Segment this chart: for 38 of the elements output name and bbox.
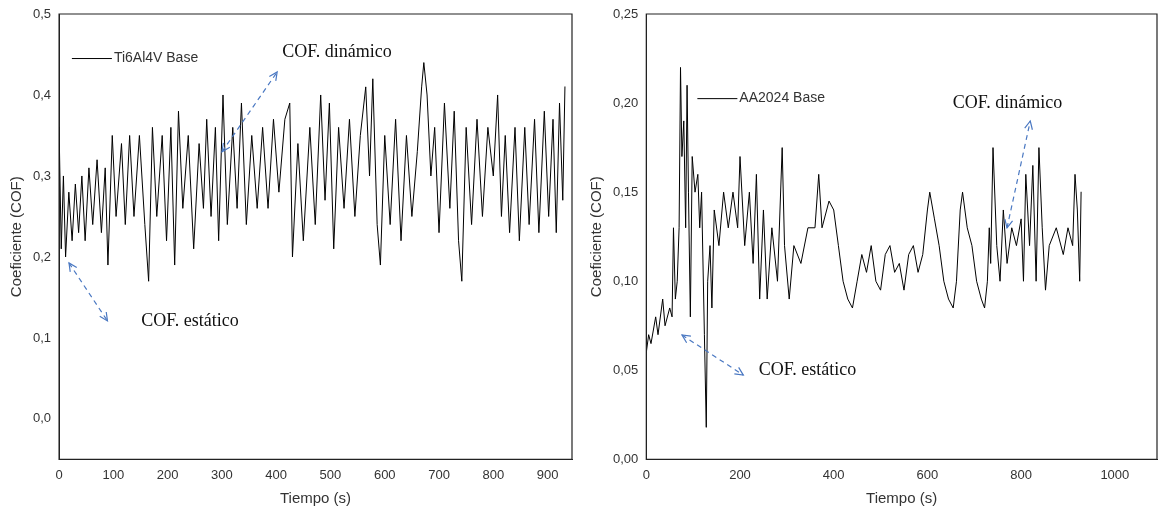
- legend-label: AA2024 Base: [739, 89, 826, 106]
- x-tick-label: 100: [102, 466, 125, 482]
- x-tick-label: 700: [428, 466, 450, 482]
- x-tick-label: 800: [482, 466, 505, 482]
- y-tick-label: 0,5: [32, 5, 52, 21]
- x-tick-label: 1000: [1100, 466, 1130, 482]
- annotation: COF. dinámico: [952, 91, 1063, 112]
- x-tick-label: 900: [536, 466, 559, 482]
- y-tick-label: 0,4: [32, 86, 52, 102]
- x-tick-label: 0: [55, 466, 63, 482]
- y-axis-title: Coeficiente (COF): [587, 176, 605, 298]
- y-tick-label: 0,0: [32, 410, 52, 426]
- y-tick-label: 0,1: [32, 329, 52, 345]
- x-tick-label: 0: [642, 466, 650, 482]
- y-tick-label: 0,15: [612, 183, 639, 199]
- x-tick-label: 200: [729, 466, 751, 482]
- annotation: COF. dinámico: [282, 40, 392, 61]
- x-axis-title: Tiempo (s): [866, 489, 938, 507]
- y-tick-label: 0,25: [612, 5, 639, 21]
- x-tick-label: 500: [319, 466, 342, 482]
- legend-label: Ti6Al4V Base: [113, 49, 199, 66]
- y-tick-label: 0,20: [612, 94, 639, 110]
- y-tick-label: 0,10: [612, 272, 639, 288]
- x-tick-label: 800: [1010, 466, 1032, 482]
- x-tick-label: 400: [822, 466, 845, 482]
- x-tick-label: 600: [373, 466, 396, 482]
- annotation: COF. estático: [141, 310, 239, 331]
- x-tick-label: 600: [916, 466, 939, 482]
- y-tick-label: 0,2: [32, 248, 52, 264]
- x-axis-title: Tiempo (s): [279, 489, 352, 507]
- x-tick-label: 300: [211, 466, 233, 482]
- y-axis-title: Coeficiente (COF): [7, 176, 25, 298]
- y-tick-label: 0,05: [612, 361, 639, 377]
- y-tick-label: 0,00: [612, 450, 639, 466]
- x-tick-label: 400: [265, 466, 288, 482]
- y-tick-label: 0,3: [32, 167, 52, 183]
- x-tick-label: 200: [156, 466, 179, 482]
- annotation: COF. estático: [758, 359, 857, 380]
